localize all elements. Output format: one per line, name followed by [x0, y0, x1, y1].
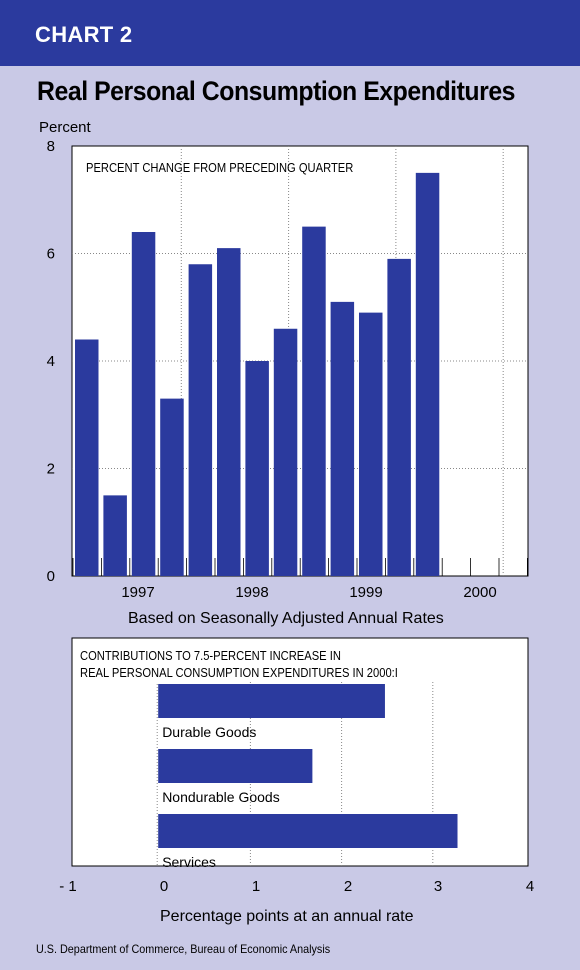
bottom-annotation-line1: CONTRIBUTIONS TO 7.5-PERCENT INCREASE IN: [80, 648, 341, 663]
bar: [160, 398, 184, 576]
bar: [188, 264, 213, 576]
bar: [330, 301, 355, 576]
x-tick-label: 0: [160, 878, 168, 895]
top-bar-chart: 0 2 4 6 8 1997 1998 1999 2000: [47, 138, 529, 601]
x-year-label: 2000: [463, 584, 496, 601]
x-year-label: 1997: [121, 584, 154, 601]
x-tick-label: 2: [344, 878, 352, 895]
y-tick-label: 0: [47, 568, 55, 585]
category-label: Nondurable Goods: [162, 789, 280, 805]
bar: [75, 339, 99, 576]
bottom-annotation-line2: REAL PERSONAL CONSUMPTION EXPENDITURES I…: [80, 665, 398, 680]
bar: [103, 495, 127, 576]
chart-number: CHART 2: [35, 22, 133, 47]
y-axis-label: Percent: [39, 119, 91, 136]
horizontal-bar: [158, 814, 458, 848]
bar: [302, 226, 326, 576]
y-tick-label: 8: [47, 138, 55, 155]
category-label: Durable Goods: [162, 724, 256, 740]
bar: [217, 248, 241, 576]
bar: [387, 258, 411, 576]
bottom-x-axis-title: Percentage points at an annual rate: [160, 908, 414, 925]
y-tick-label: 4: [47, 353, 55, 370]
bar: [273, 328, 298, 576]
x-year-label: 1998: [235, 584, 268, 601]
horizontal-bar: [158, 684, 385, 718]
bottom-bar-chart: Durable Goods Nondurable Goods Services - 1…: [59, 637, 534, 895]
bar: [131, 232, 156, 576]
bar: [359, 312, 383, 576]
x-tick-label: - 1: [59, 878, 77, 895]
y-tick-label: 6: [47, 246, 55, 263]
y-tick-label: 2: [47, 461, 55, 478]
x-tick-label: 4: [526, 878, 534, 895]
horizontal-bar: [158, 749, 313, 783]
top-annotation: PERCENT CHANGE FROM PRECEDING QUARTER: [86, 160, 354, 175]
top-x-axis-title: Based on Seasonally Adjusted Annual Rate…: [128, 610, 444, 627]
source-footer: U.S. Department of Commerce, Bureau of E…: [36, 942, 331, 956]
chart-title: Real Personal Consumption Expenditures: [37, 76, 516, 106]
chart-header: CHART 2: [0, 0, 580, 66]
x-year-label: 1999: [349, 584, 382, 601]
x-tick-label: 3: [434, 878, 442, 895]
x-tick-label: 1: [252, 878, 260, 895]
bar: [415, 172, 440, 576]
bar: [245, 361, 269, 576]
category-label: Services: [162, 854, 216, 870]
